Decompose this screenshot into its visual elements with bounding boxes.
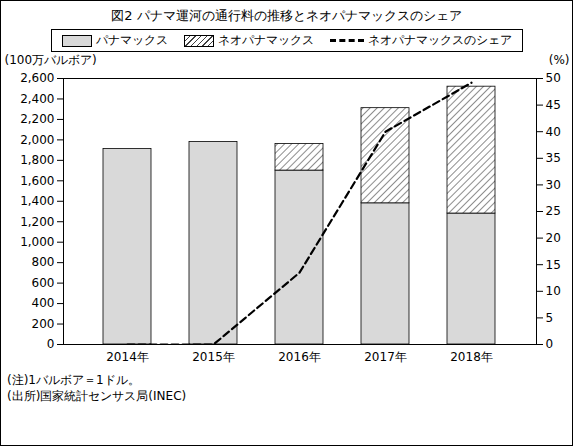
svg-text:2017年: 2017年 <box>364 350 407 364</box>
html-text:ネオパナマックス: ネオパナマックス <box>217 33 314 47</box>
svg-text:5: 5 <box>546 311 554 325</box>
svg-text:1,000: 1,000 <box>20 235 54 249</box>
svg-text:15: 15 <box>546 258 561 272</box>
svg-text:1,200: 1,200 <box>20 215 54 229</box>
svg-text:1,400: 1,400 <box>20 194 54 208</box>
svg-text:2014年: 2014年 <box>106 350 149 364</box>
svg-text:2018年: 2018年 <box>450 350 493 364</box>
svg-text:800: 800 <box>32 255 55 269</box>
svg-text:2,000: 2,000 <box>20 133 54 147</box>
svg-text:2016年: 2016年 <box>278 350 321 364</box>
svg-text:(100万バルボア): (100万バルボア) <box>5 53 97 67</box>
html-text:図2 パナマ運河の通行料の推移とネオパナマックスのシェア: 図2 パナマ運河の通行料の推移とネオパナマックスのシェア <box>111 8 462 23</box>
svg-text:200: 200 <box>32 317 55 331</box>
svg-text:1,600: 1,600 <box>20 174 54 188</box>
svg-text:10: 10 <box>546 284 561 298</box>
svg-text:1,800: 1,800 <box>20 153 54 167</box>
svg-text:0: 0 <box>546 337 554 351</box>
html-text:(注)1バルボア＝1ドル。: (注)1バルボア＝1ドル。 <box>7 373 140 387</box>
svg-text:45: 45 <box>546 98 561 112</box>
svg-text:40: 40 <box>546 125 561 139</box>
svg-text:35: 35 <box>546 151 561 165</box>
svg-text:2,200: 2,200 <box>20 112 54 126</box>
svg-text:2015年: 2015年 <box>192 350 235 364</box>
html-text:パナマックス: パナマックス <box>95 33 168 47</box>
svg-text:(%): (%) <box>549 53 570 67</box>
svg-text:400: 400 <box>32 296 55 310</box>
svg-text:20: 20 <box>546 231 561 245</box>
svg-text:30: 30 <box>546 178 561 192</box>
svg-text:2,400: 2,400 <box>20 92 54 106</box>
svg-text:0: 0 <box>47 337 55 351</box>
svg-text:2,600: 2,600 <box>20 71 54 85</box>
html-text:ネオパナマックスのシェア: ネオパナマックスのシェア <box>367 33 512 47</box>
svg-text:50: 50 <box>546 71 561 85</box>
svg-text:25: 25 <box>546 204 561 218</box>
svg-text:600: 600 <box>32 276 55 290</box>
html-text:(出所)国家統計センサス局(INEC): (出所)国家統計センサス局(INEC) <box>7 389 187 403</box>
